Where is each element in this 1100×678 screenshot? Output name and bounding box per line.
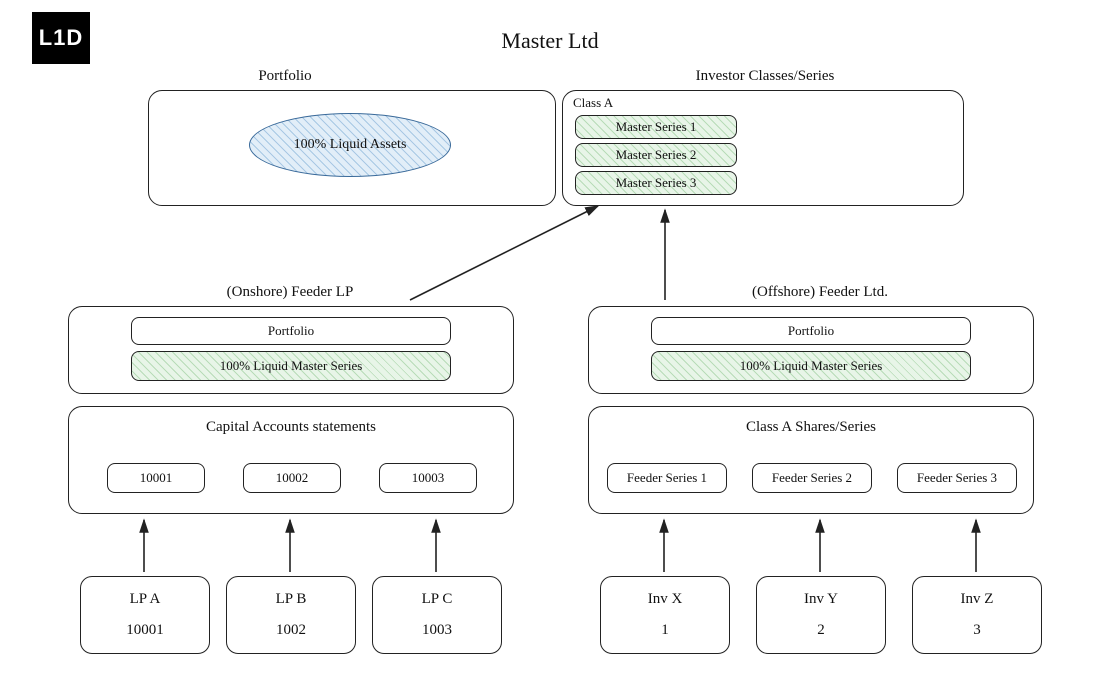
- account-3-label: 10003: [412, 470, 445, 486]
- inv-z-box: Inv Z 3: [912, 576, 1042, 654]
- inv-y-box: Inv Y 2: [756, 576, 886, 654]
- lp-b-box: LP B 1002: [226, 576, 356, 654]
- inv-z-name: Inv Z: [913, 577, 1041, 608]
- account-10003: 10003: [379, 463, 477, 493]
- capital-accounts-box: Capital Accounts statements 10001 10002 …: [68, 406, 514, 514]
- feeder-series-2: Feeder Series 2: [752, 463, 872, 493]
- onshore-portfolio-label: Portfolio: [268, 323, 314, 339]
- liquid-assets-ellipse: 100% Liquid Assets: [249, 113, 451, 177]
- lp-c-box: LP C 1003: [372, 576, 502, 654]
- onshore-liquid-box: 100% Liquid Master Series: [131, 351, 451, 381]
- master-series-2-label: Master Series 2: [616, 147, 697, 163]
- account-10001: 10001: [107, 463, 205, 493]
- feeder-series-3-label: Feeder Series 3: [917, 470, 997, 486]
- liquid-assets-label: 100% Liquid Assets: [294, 137, 407, 153]
- master-series-1: Master Series 1: [575, 115, 737, 139]
- class-a-shares-title: Class A Shares/Series: [589, 419, 1033, 436]
- onshore-liquid-label: 100% Liquid Master Series: [220, 358, 363, 374]
- feeder-series-1: Feeder Series 1: [607, 463, 727, 493]
- lp-a-name: LP A: [81, 577, 209, 608]
- class-a-label: Class A: [573, 95, 613, 111]
- lp-a-id: 10001: [81, 608, 209, 639]
- diagram-title: Master Ltd: [420, 28, 680, 54]
- inv-z-id: 3: [913, 608, 1041, 639]
- feeder-series-2-label: Feeder Series 2: [772, 470, 852, 486]
- offshore-liquid-box: 100% Liquid Master Series: [651, 351, 971, 381]
- master-series-1-label: Master Series 1: [616, 119, 697, 135]
- lp-b-id: 1002: [227, 608, 355, 639]
- arrow-onshore-feeder-to-investor-classes: [410, 206, 598, 300]
- master-series-2: Master Series 2: [575, 143, 737, 167]
- onshore-title: (Onshore) Feeder LP: [180, 284, 400, 301]
- investor-classes-heading: Investor Classes/Series: [635, 68, 895, 85]
- account-1-label: 10001: [140, 470, 173, 486]
- account-10002: 10002: [243, 463, 341, 493]
- class-a-shares-box: Class A Shares/Series Feeder Series 1 Fe…: [588, 406, 1034, 514]
- offshore-portfolio-label: Portfolio: [788, 323, 834, 339]
- offshore-liquid-label: 100% Liquid Master Series: [740, 358, 883, 374]
- offshore-title: (Offshore) Feeder Ltd.: [700, 284, 940, 301]
- account-2-label: 10002: [276, 470, 309, 486]
- inv-x-name: Inv X: [601, 577, 729, 608]
- master-series-3: Master Series 3: [575, 171, 737, 195]
- inv-x-id: 1: [601, 608, 729, 639]
- investor-classes-box: Class A Master Series 1 Master Series 2 …: [562, 90, 964, 206]
- onshore-portfolio-box: Portfolio: [131, 317, 451, 345]
- lp-c-id: 1003: [373, 608, 501, 639]
- offshore-portfolio-box: Portfolio: [651, 317, 971, 345]
- offshore-feeder-box: Portfolio 100% Liquid Master Series: [588, 306, 1034, 394]
- lp-a-box: LP A 10001: [80, 576, 210, 654]
- master-portfolio-box: 100% Liquid Assets: [148, 90, 556, 206]
- capital-accounts-title: Capital Accounts statements: [69, 419, 513, 436]
- inv-y-name: Inv Y: [757, 577, 885, 608]
- inv-y-id: 2: [757, 608, 885, 639]
- master-series-3-label: Master Series 3: [616, 175, 697, 191]
- feeder-series-3: Feeder Series 3: [897, 463, 1017, 493]
- inv-x-box: Inv X 1: [600, 576, 730, 654]
- lp-b-name: LP B: [227, 577, 355, 608]
- portfolio-heading: Portfolio: [225, 68, 345, 85]
- feeder-series-1-label: Feeder Series 1: [627, 470, 707, 486]
- onshore-feeder-box: Portfolio 100% Liquid Master Series: [68, 306, 514, 394]
- lp-c-name: LP C: [373, 577, 501, 608]
- logo: L1D: [32, 12, 90, 64]
